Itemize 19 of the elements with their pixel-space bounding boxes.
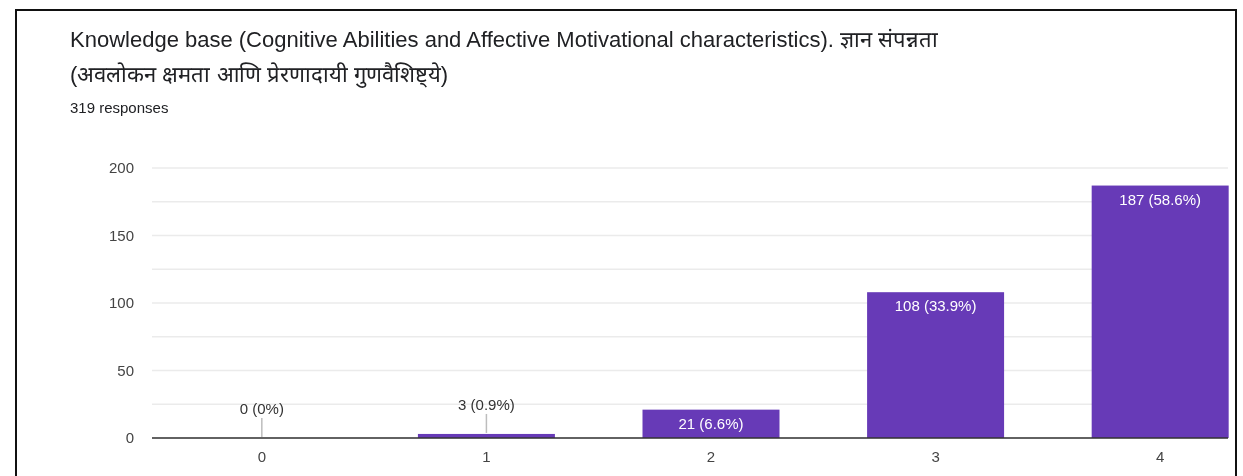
data-label: 0 (0%) [239, 400, 284, 417]
bar [867, 292, 1005, 438]
y-tick-label: 200 [108, 159, 134, 176]
chart-subtitle: 319 responses [70, 99, 169, 116]
data-label: 3 (0.9%) [458, 395, 515, 413]
data-label: 187 (58.6%) [1119, 190, 1202, 208]
x-tick-label: 3 [931, 448, 940, 465]
x-tick-label: 0 [257, 448, 266, 465]
data-label: 21 (6.6%) [678, 414, 744, 432]
x-tick-label: 1 [482, 448, 491, 465]
y-tick-label: 0 [125, 429, 134, 446]
y-tick-label: 50 [117, 361, 134, 379]
chart-title: Knowledge base (Cognitive Abilities and Affective Motivational characteristics). ज्ञान संपन्नता (अवलोकन क्षमता आणि प्रेरणादायी गुणवैशिष्ट्ये) [70, 27, 939, 88]
x-tick-label: 2 [706, 448, 716, 465]
data-label: 108 (33.9%) [894, 297, 977, 315]
y-tick-label: 100 [108, 294, 134, 311]
y-tick-label: 150 [108, 226, 134, 244]
bar [1091, 185, 1229, 438]
x-tick-label: 4 [1156, 448, 1165, 465]
